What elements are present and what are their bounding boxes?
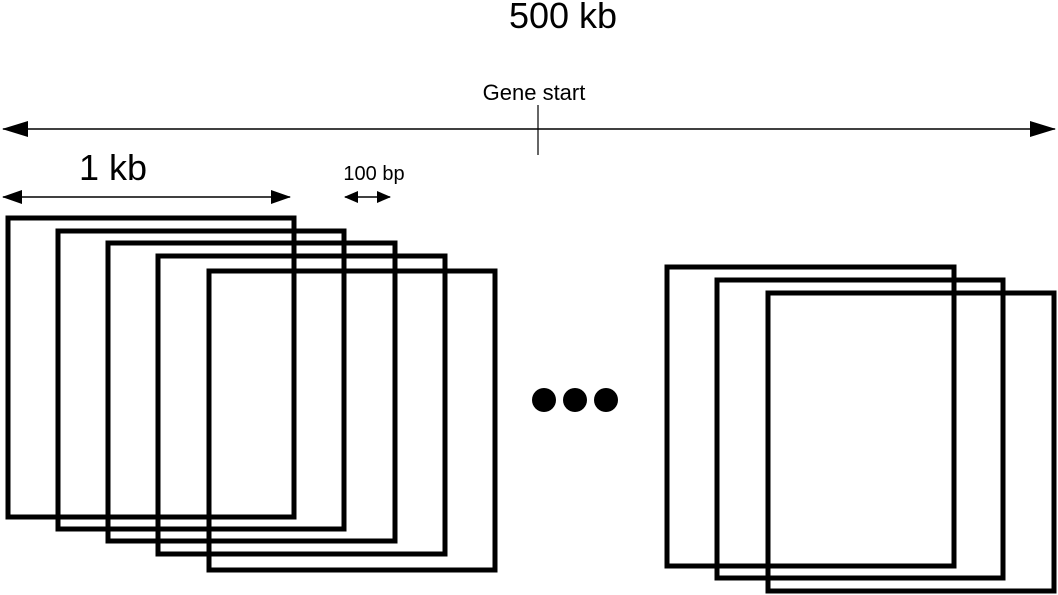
window-size-label: 1 kb [79, 147, 147, 188]
window-box [664, 264, 957, 569]
window-box [155, 253, 448, 557]
step-size-label: 100 bp [343, 163, 404, 185]
window-box [105, 240, 398, 544]
window-box [206, 268, 498, 573]
ellipsis-dots-icon [532, 388, 618, 412]
window-box [5, 215, 297, 520]
window-box [55, 228, 347, 532]
total-span-label: 500 kb [509, 0, 617, 36]
window-group-start [5, 215, 498, 573]
window-box [765, 290, 1057, 594]
window-group-end [664, 264, 1057, 594]
gene-start-label: Gene start [483, 80, 586, 105]
window-box [714, 277, 1006, 581]
